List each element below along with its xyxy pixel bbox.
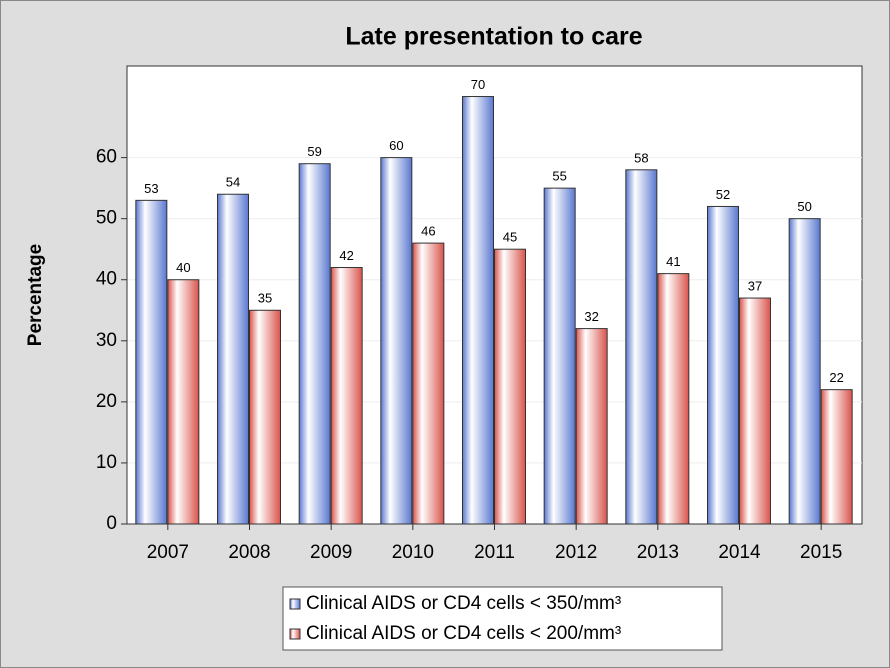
bar bbox=[739, 297, 771, 525]
bar bbox=[494, 248, 526, 525]
value-label: 46 bbox=[421, 224, 435, 239]
y-tick-label: 10 bbox=[96, 452, 117, 473]
bar bbox=[575, 328, 608, 525]
bar bbox=[217, 193, 249, 525]
value-label: 32 bbox=[584, 309, 598, 324]
legend-label: Clinical AIDS or CD4 cells < 200/mm³ bbox=[306, 623, 621, 644]
bar bbox=[543, 187, 576, 525]
legend-swatch bbox=[289, 598, 301, 610]
bar bbox=[380, 157, 413, 525]
value-label: 52 bbox=[716, 187, 730, 202]
x-tick-label: 2008 bbox=[228, 542, 270, 563]
value-label: 22 bbox=[829, 370, 843, 385]
bar bbox=[249, 309, 281, 525]
bar bbox=[167, 279, 200, 525]
x-tick-label: 2012 bbox=[555, 542, 597, 563]
value-label: 58 bbox=[634, 150, 648, 165]
value-label: 54 bbox=[226, 175, 240, 190]
value-label: 59 bbox=[307, 144, 321, 159]
value-label: 42 bbox=[339, 248, 353, 263]
bar bbox=[135, 199, 168, 525]
bar bbox=[625, 169, 658, 525]
y-tick-label: 20 bbox=[96, 391, 117, 412]
bar bbox=[462, 96, 494, 525]
x-tick-label: 2011 bbox=[474, 542, 515, 563]
value-label: 55 bbox=[552, 169, 566, 184]
x-tick-label: 2009 bbox=[310, 542, 352, 563]
value-label: 53 bbox=[144, 181, 158, 196]
x-tick-label: 2014 bbox=[718, 542, 761, 563]
legend-label: Clinical AIDS or CD4 cells < 350/mm³ bbox=[306, 593, 621, 614]
x-tick-label: 2010 bbox=[392, 542, 434, 563]
bar bbox=[298, 163, 331, 525]
value-label: 40 bbox=[176, 260, 190, 275]
value-label: 60 bbox=[389, 138, 403, 153]
bar bbox=[412, 242, 445, 525]
bar bbox=[657, 273, 690, 525]
value-label: 41 bbox=[666, 254, 680, 269]
y-tick-label: 40 bbox=[96, 269, 117, 290]
value-label: 70 bbox=[471, 77, 485, 92]
bar bbox=[707, 205, 739, 525]
legend-swatch bbox=[289, 628, 301, 640]
y-tick-label: 30 bbox=[96, 330, 117, 351]
x-tick-label: 2013 bbox=[637, 542, 679, 563]
bar bbox=[788, 218, 821, 525]
value-label: 45 bbox=[503, 230, 517, 245]
y-axis-label: Percentage bbox=[25, 244, 46, 346]
y-tick-label: 50 bbox=[96, 208, 117, 229]
value-label: 50 bbox=[797, 199, 811, 214]
chart-title: Late presentation to care bbox=[345, 23, 642, 51]
x-tick-label: 2015 bbox=[800, 542, 842, 563]
y-tick-label: 0 bbox=[106, 513, 117, 534]
x-tick-label: 2007 bbox=[147, 542, 189, 563]
legend bbox=[282, 586, 723, 651]
y-tick-label: 60 bbox=[96, 147, 117, 168]
bar bbox=[820, 389, 853, 525]
value-label: 35 bbox=[258, 291, 272, 306]
bar bbox=[330, 267, 363, 525]
value-label: 37 bbox=[748, 278, 762, 293]
